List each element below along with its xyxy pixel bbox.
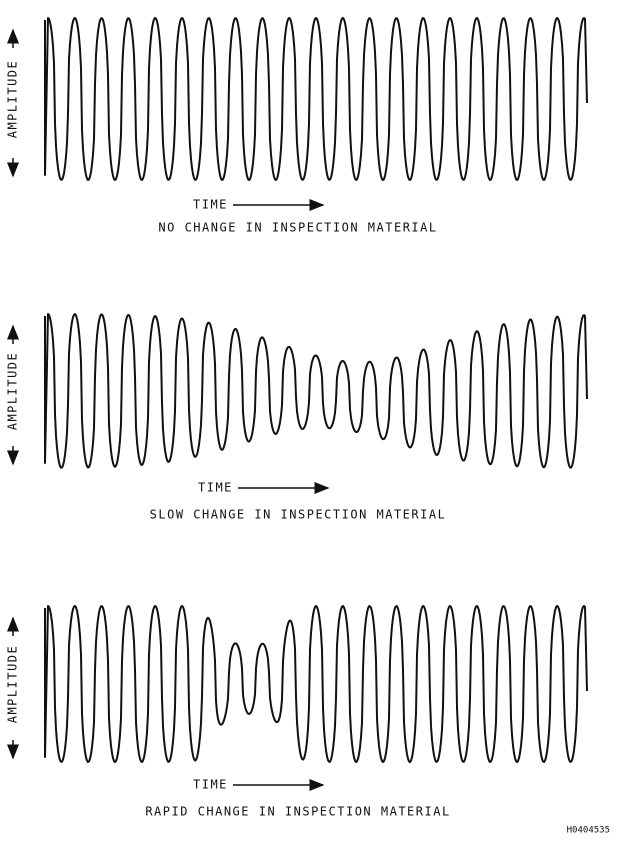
y-axis-label: AMPLITUDE (6, 645, 20, 724)
waveform (44, 313, 588, 469)
waveform (44, 605, 588, 763)
caption: NO CHANGE IN INSPECTION MATERIAL (158, 221, 437, 235)
caption: SLOW CHANGE IN INSPECTION MATERIAL (150, 508, 447, 522)
figure-id: H0404535 (567, 826, 610, 836)
x-axis-label: TIME (198, 481, 233, 495)
waveform (44, 17, 588, 181)
caption: RAPID CHANGE IN INSPECTION MATERIAL (145, 805, 450, 819)
x-axis-label: TIME (193, 778, 228, 792)
y-axis-label: AMPLITUDE (6, 352, 20, 431)
x-axis-label: TIME (193, 198, 228, 212)
y-axis-label: AMPLITUDE (6, 60, 20, 139)
